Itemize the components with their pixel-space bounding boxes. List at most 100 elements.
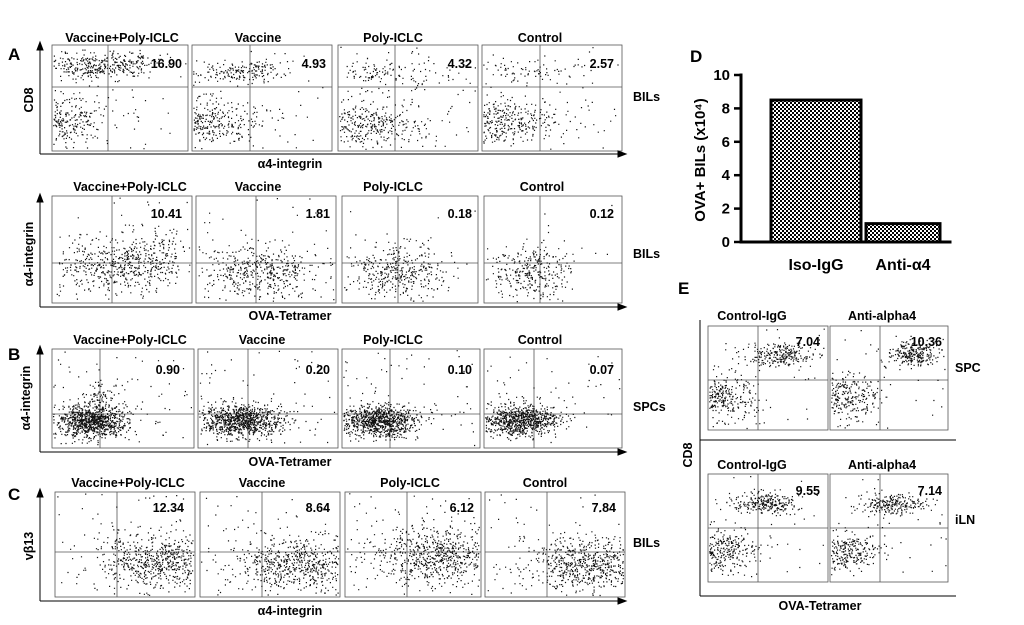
facs-plot-frame xyxy=(51,44,189,152)
facs-plot-frame xyxy=(483,195,623,304)
scatter-a2-0 xyxy=(56,197,191,300)
facs-plot-frame xyxy=(51,348,195,449)
scatter-e-0 xyxy=(709,328,825,430)
facs-plot-frame xyxy=(484,491,626,598)
panel-b-col-label: Vaccine+Poly-ICLC xyxy=(73,333,187,347)
panel-d-bar-chart: 0 2 4 6 8 10 Iso-IgG Anti-α4 OVA+ BILs (x10⁴) xyxy=(692,67,952,274)
scatter-dots xyxy=(53,351,192,446)
quadrant-percentage: 6.12 xyxy=(450,501,474,515)
x-tick-label: Iso-IgG xyxy=(788,257,843,274)
quadrant-percentage: 0.07 xyxy=(590,363,614,377)
scatter-b-0 xyxy=(53,351,192,446)
facs-plot-frame xyxy=(337,44,479,152)
facs-quadrant-lines xyxy=(52,45,622,151)
quadrant-percentage: 0.18 xyxy=(448,207,472,221)
tissue-label: BILs xyxy=(633,247,660,261)
quadrant-percentage: 10.41 xyxy=(151,207,182,221)
facs-plot-frame xyxy=(707,325,829,431)
scatter-c-0 xyxy=(57,493,195,596)
scatter-dots xyxy=(483,47,619,150)
facs-plot-frame xyxy=(51,195,193,304)
facs-plot-frame xyxy=(829,325,949,431)
facs-plot-frame xyxy=(344,491,482,598)
panel-a-row2: Vaccine+Poly-ICLC Vaccine Poly-ICLC Cont… xyxy=(22,180,660,323)
scatter-dots xyxy=(709,328,825,430)
panel-e: Control-IgG Anti-alpha4 Control-IgG Anti… xyxy=(681,309,981,613)
panel-c-col-label: Poly-ICLC xyxy=(380,476,440,490)
quadrant-percentage: 8.64 xyxy=(306,501,330,515)
scatter-b-3 xyxy=(485,356,621,444)
bar-chart-y-ticks: 0 2 4 6 8 10 xyxy=(713,67,741,251)
panel-a-row1-col-label: Poly-ICLC xyxy=(363,31,423,45)
scatter-a2-3 xyxy=(485,204,613,303)
quadrant-percentage: 4.32 xyxy=(448,57,472,71)
bar-chart-x-ticks: Iso-IgG Anti-α4 xyxy=(788,257,930,274)
facs-plot-frame xyxy=(54,491,196,598)
bar xyxy=(864,222,942,244)
scatter-dots xyxy=(56,197,191,300)
quadrant-percentage: 1.81 xyxy=(306,207,330,221)
panel-c-col-label: Control xyxy=(523,476,567,490)
panel-e-col-label: Control-IgG xyxy=(717,309,786,323)
y-tick-label: 2 xyxy=(722,201,730,218)
scatter-dots xyxy=(485,204,613,303)
panel-e-col-label: Control-IgG xyxy=(717,458,786,472)
x-tick-label: Anti-α4 xyxy=(875,257,930,274)
facs-quadrant-lines xyxy=(52,196,622,303)
axis-lines xyxy=(699,320,956,597)
bar-chart-bars xyxy=(769,98,942,244)
scatter-c-3 xyxy=(487,494,624,597)
scatter-dots xyxy=(344,210,476,302)
bar-chart-y-axis-label: OVA+ BILs (x10⁴) xyxy=(692,98,709,221)
tissue-label: iLN xyxy=(955,513,975,527)
bar xyxy=(769,98,863,244)
y-tick-label: 0 xyxy=(722,234,730,251)
y-axis-label: α4-integrin xyxy=(19,366,33,431)
y-axis-label: CD8 xyxy=(681,442,695,467)
y-axis-label: CD8 xyxy=(22,87,36,112)
panel-letter-c: C xyxy=(8,485,20,504)
scatter-dots xyxy=(347,493,480,595)
panel-c-col-label: Vaccine xyxy=(239,476,286,490)
y-tick-label: 10 xyxy=(713,67,730,84)
y-tick-label: 4 xyxy=(722,167,731,184)
y-tick-label: 6 xyxy=(722,134,730,151)
scatter-e-3 xyxy=(831,479,947,577)
axis-arrows xyxy=(36,487,628,605)
quadrant-percentage: 12.34 xyxy=(153,501,184,515)
y-axis-label: α4-integrin xyxy=(22,222,36,287)
tissue-label: BILs xyxy=(633,536,660,550)
facs-plot-frame xyxy=(481,44,623,152)
y-axis-label: vβ13 xyxy=(22,532,36,561)
x-axis-label: OVA-Tetramer xyxy=(249,309,332,323)
scatter-e-1 xyxy=(831,330,946,429)
panel-letter-e: E xyxy=(678,279,689,298)
quadrant-percentage: 16.90 xyxy=(151,57,182,71)
tissue-label: SPC xyxy=(955,361,981,375)
facs-quadrant-lines xyxy=(708,326,948,582)
panel-a-row2-col-label: Vaccine+Poly-ICLC xyxy=(73,180,187,194)
panel-a-row2-col-label: Vaccine xyxy=(235,180,282,194)
scatter-dots xyxy=(487,494,624,597)
facs-plot-frame xyxy=(341,348,481,449)
quadrant-percentage: 9.55 xyxy=(796,484,820,498)
tissue-label: BILs xyxy=(633,90,660,104)
facs-plot-frame xyxy=(341,195,479,304)
panel-b: Vaccine+Poly-ICLC Vaccine Poly-ICLC Cont… xyxy=(19,333,666,469)
panel-e-col-label: Anti-alpha4 xyxy=(848,458,916,472)
panel-b-col-label: Poly-ICLC xyxy=(363,333,423,347)
facs-plot-frame xyxy=(191,44,333,152)
quadrant-percentage: 7.14 xyxy=(918,484,942,498)
panel-c-col-label: Vaccine+Poly-ICLC xyxy=(71,476,185,490)
quadrant-percentage: 7.84 xyxy=(592,501,616,515)
quadrant-percentage: 0.20 xyxy=(306,363,330,377)
scatter-dots xyxy=(831,330,946,429)
panel-b-col-label: Vaccine xyxy=(239,333,286,347)
panel-a-row1-col-label: Vaccine+Poly-ICLC xyxy=(65,31,179,45)
quadrant-percentage: 0.90 xyxy=(156,363,180,377)
scatter-dots xyxy=(709,476,824,578)
panel-letter-a: A xyxy=(8,45,20,64)
axis-arrows xyxy=(36,192,628,311)
scatter-dots xyxy=(57,493,195,596)
